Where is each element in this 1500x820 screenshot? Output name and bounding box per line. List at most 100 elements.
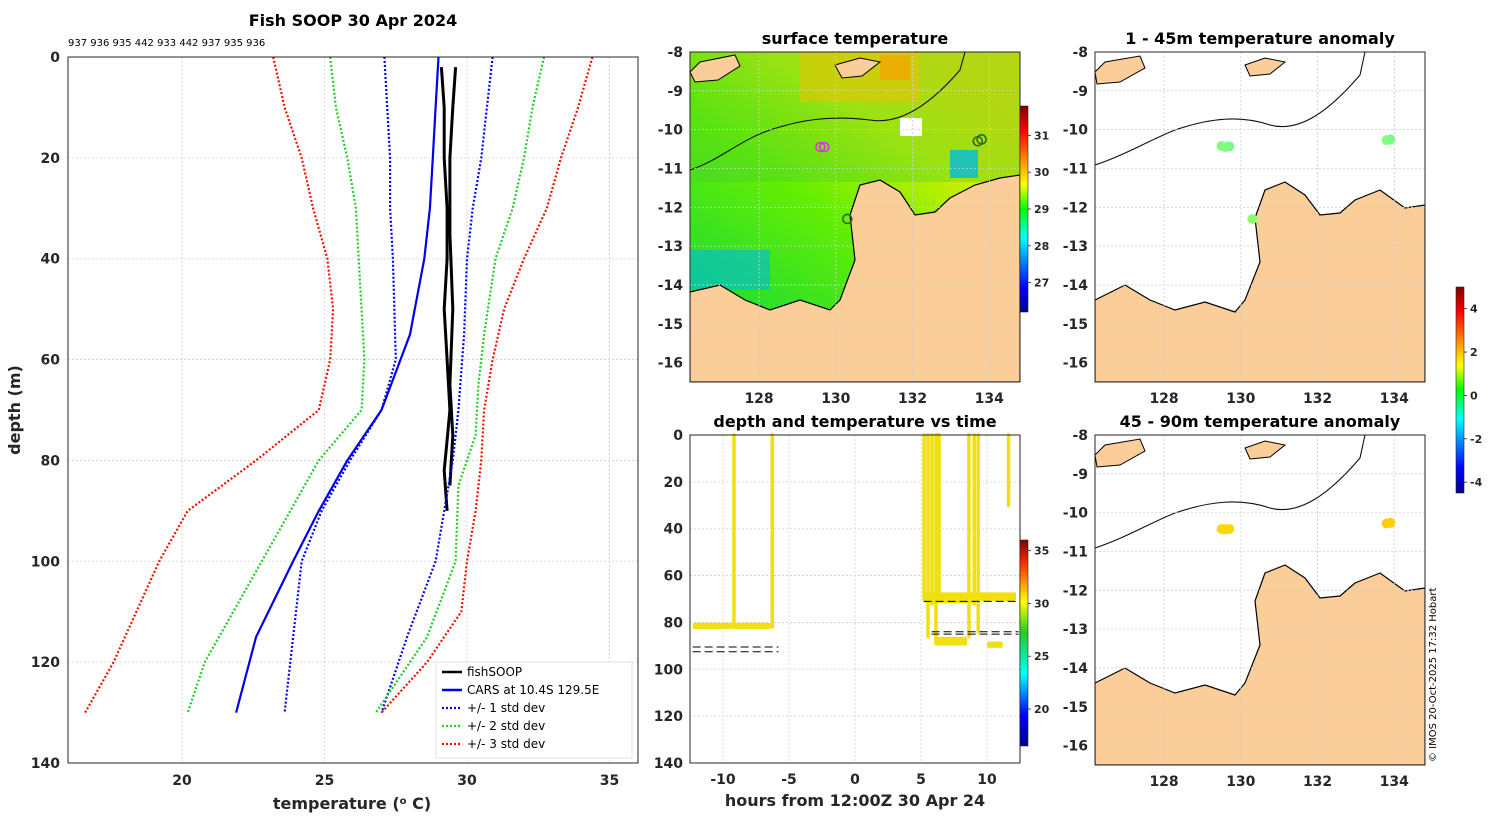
a2-ytick-label: -15 <box>1063 700 1088 716</box>
sst-station-marker <box>842 213 853 225</box>
depth-time-cast <box>732 433 736 630</box>
a2-point <box>1385 517 1396 528</box>
legend-label: CARS at 10.4S 129.5E <box>467 683 599 697</box>
profile-ytick-label: 60 <box>41 353 61 369</box>
depth-time-colorbar-ticks: 20 25 30 35 <box>1028 545 1050 716</box>
sst-xtick-label: 128 <box>744 391 773 407</box>
depth-time-ytick-label: 0 <box>673 428 683 444</box>
depth-time-cast <box>972 433 976 606</box>
a2-xtick-label: 132 <box>1303 774 1332 790</box>
a1-ytick-label: -15 <box>1063 317 1088 333</box>
sst-stations <box>815 134 987 225</box>
depth-time-colorbar-tick-label: 30 <box>1034 597 1050 610</box>
profile-panel: Fish SOOP 30 Apr 2024 937 936 935 442 93… <box>5 11 639 813</box>
depth-time-ytick-label: 40 <box>664 522 684 538</box>
a1-xtick-label: 128 <box>1149 391 1178 407</box>
anomaly-deep-frame <box>1094 434 1426 766</box>
a1-xtick-label: 132 <box>1303 391 1332 407</box>
sst-ytick-label: -10 <box>658 123 684 139</box>
depth-time-panel: depth and temperature vs time -10 -5 0 5 100… <box>654 412 1050 810</box>
depth-time-cast <box>926 433 930 639</box>
anomaly-deep-points <box>1216 517 1396 535</box>
anomaly-colorbar <box>1455 286 1465 494</box>
a1-ytick-label: -11 <box>1063 161 1088 177</box>
sst-ytick-label: -16 <box>658 356 683 372</box>
depth-time-cast <box>976 433 980 634</box>
anomaly-deep-title: 45 - 90m temperature anomaly <box>1120 412 1401 431</box>
anomaly-colorbar-ticks: -4 -2 0 2 4 <box>1464 303 1483 489</box>
sst-colorbar-ticks: 27 28 29 30 31 <box>1028 129 1050 290</box>
depth-time-cast <box>922 433 926 601</box>
profile-xtick-label: 25 <box>315 773 334 789</box>
anomaly-colorbar-tick-label: 0 <box>1470 389 1478 402</box>
depth-time-ytick-label: 120 <box>654 709 683 725</box>
a1-point <box>1224 141 1235 152</box>
depth-time-colorbar-tick-label: 25 <box>1034 650 1049 663</box>
sst-station-marker <box>819 141 830 153</box>
a1-ytick-label: -13 <box>1063 239 1088 255</box>
depth-time-title: depth and temperature vs time <box>713 412 996 431</box>
legend-label: +/- 1 std dev <box>467 701 545 715</box>
depth-time-cast <box>924 592 974 604</box>
a1-xtick-label: 134 <box>1380 391 1409 407</box>
depth-time-cast <box>934 433 938 644</box>
profile-series-line <box>283 56 397 713</box>
sst-station-marker <box>976 134 987 145</box>
profile-ytick-label: 80 <box>41 453 61 469</box>
sst-colorbar-tick-label: 27 <box>1034 277 1049 290</box>
sst-panel: surface temperature 128 130 132 134 -8 -9 -10 -… <box>658 29 1050 407</box>
sst-ticks: 128 130 132 134 -8 -9 -10 -11 -12 -13 -14 -15 -16 <box>658 45 1020 407</box>
profile-legend: fishSOOP CARS at 10.4S 129.5E +/- 1 std de… <box>435 661 633 759</box>
a1-ytick-label: -10 <box>1063 123 1089 139</box>
profile-ytick-label: 20 <box>41 151 61 167</box>
a2-xtick-label: 134 <box>1380 774 1409 790</box>
sst-colorbar-tick-label: 29 <box>1034 203 1049 216</box>
legend-label: +/- 3 std dev <box>467 737 545 751</box>
anomaly-deep-panel: 45 - 90m temperature anomaly 128 130 132 13… <box>1063 286 1483 790</box>
profile-ytick-label: 0 <box>50 50 60 66</box>
a1-ytick-label: -9 <box>1072 84 1088 100</box>
depth-time-ytick-label: 100 <box>654 662 683 678</box>
depth-time-ytick-label: 60 <box>664 569 684 585</box>
sst-title: surface temperature <box>762 29 949 48</box>
depth-time-cast <box>770 433 775 630</box>
sst-colorbar <box>1019 105 1029 313</box>
depth-time-bottom-lines <box>692 600 1019 653</box>
depth-time-xtick-label: 10 <box>977 772 997 788</box>
depth-time-cast <box>930 433 934 606</box>
profile-ytick-label: 40 <box>41 252 61 268</box>
anomaly-shallow-map <box>1095 52 1425 382</box>
profile-series-line <box>235 56 440 713</box>
anomaly-shallow-points <box>1216 134 1396 224</box>
depth-time-cast <box>967 433 971 639</box>
depth-time-cast <box>734 622 771 630</box>
profile-series-line <box>439 66 452 512</box>
depth-time-xtick-label: -5 <box>781 772 797 788</box>
sst-ytick-label: -8 <box>667 45 683 61</box>
depth-time-cast <box>987 641 1003 648</box>
watermark: © IMOS 20-Oct-2025 17:32 Hobart <box>1428 587 1439 762</box>
sst-station-marker <box>815 141 826 153</box>
profile-series-line <box>374 56 546 714</box>
anomaly-colorbar-tick-label: 2 <box>1470 346 1478 359</box>
a2-ytick-label: -9 <box>1072 467 1088 483</box>
anomaly-shallow-panel: 1 - 45m temperature anomaly 128 130 132 134… <box>1063 29 1426 407</box>
depth-time-xlabel: hours from 12:00Z 30 Apr 24 <box>725 791 985 810</box>
profile-series-line <box>380 56 594 714</box>
sst-colorbar-tick-label: 31 <box>1034 129 1049 142</box>
sst-xtick-label: 130 <box>821 391 850 407</box>
profile-frame <box>67 56 639 764</box>
profile-series-line <box>84 56 335 714</box>
anomaly-shallow-frame <box>1094 51 1426 383</box>
legend-label: +/- 2 std dev <box>467 719 545 733</box>
depth-time-colorbar <box>1019 539 1029 747</box>
depth-time-xtick-label: 5 <box>916 772 926 788</box>
profile-series-line <box>380 56 494 713</box>
profile-ytick-label: 120 <box>31 655 60 671</box>
sst-ytick-label: -14 <box>658 278 684 294</box>
a1-ytick-label: -14 <box>1063 278 1089 294</box>
profile-xtick-label: 20 <box>172 773 192 789</box>
sst-ytick-label: -13 <box>658 239 683 255</box>
